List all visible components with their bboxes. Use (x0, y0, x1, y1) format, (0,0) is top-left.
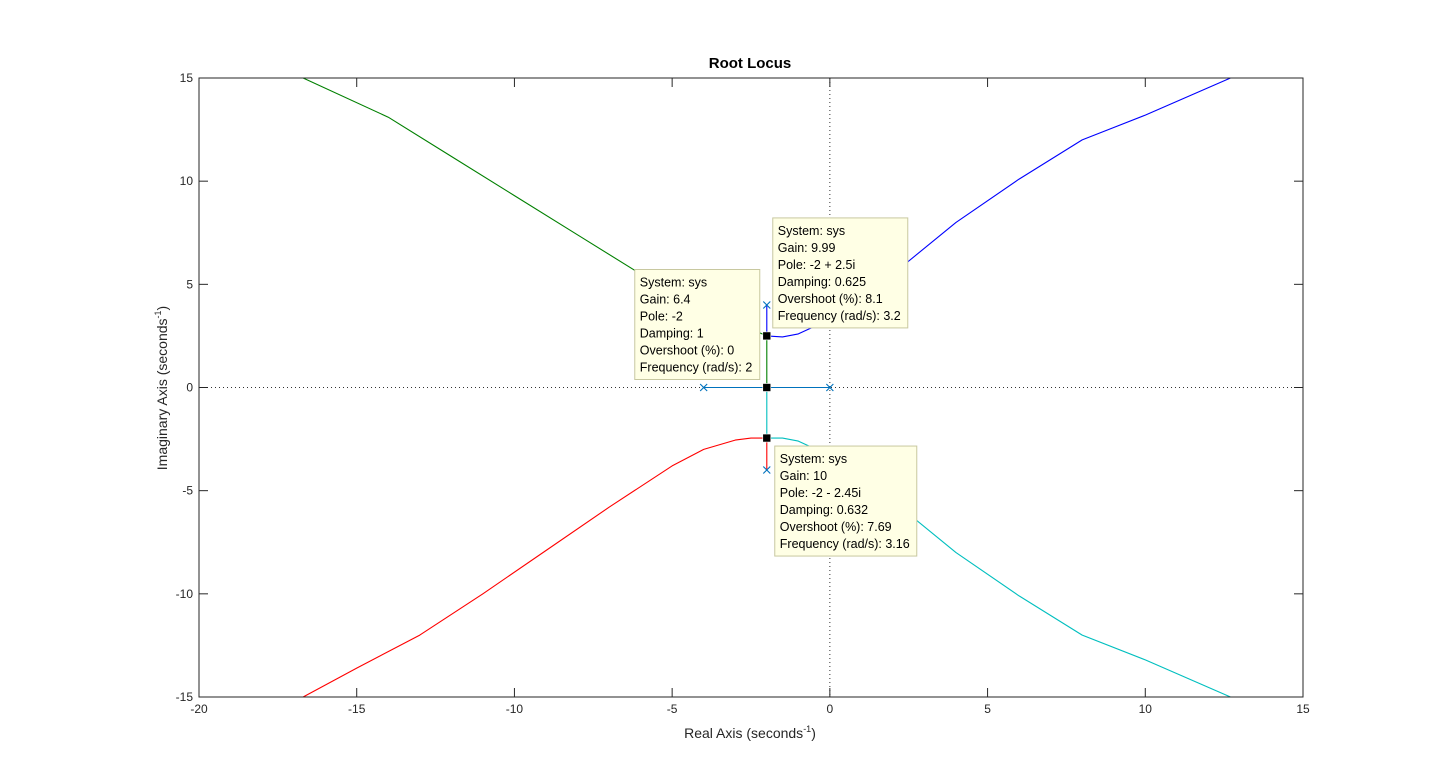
datatip-marker-1 (762, 331, 772, 341)
datatip-background (634, 269, 761, 380)
datatip-box-2: System: sys Gain: 6.4 Pole: -2 Damping: 1 Ov… (634, 269, 761, 380)
datatip-line: Gain: 10 (780, 469, 827, 483)
x-axis-label: Real Axis (seconds-1) (684, 724, 816, 741)
x-tick-label: 10 (1139, 702, 1153, 716)
x-tick-label: -15 (348, 702, 366, 716)
pole-marker-2 (825, 383, 834, 392)
datatips: System: sys Gain: 9.99 Pole: -2 + 2.5i Damp… (634, 217, 918, 557)
locus-branch-3 (302, 437, 768, 698)
chart-title: Root Locus (709, 55, 792, 72)
datatip-line: Overshoot (%): 8.1 (778, 292, 883, 306)
datatip-line: Frequency (rad/s): 3.16 (780, 537, 910, 551)
y-tick-label: 15 (180, 71, 194, 85)
datatip-line: System: sys (778, 224, 845, 238)
datatip-line: Overshoot (%): 0 (640, 344, 735, 358)
x-tick-label: -5 (667, 702, 678, 716)
datatip-line: System: sys (640, 276, 707, 290)
datatip-line: Pole: -2 + 2.5i (778, 258, 855, 272)
datatip-line: Frequency (rad/s): 2 (640, 361, 753, 375)
y-tick-label: 10 (180, 174, 194, 188)
datatip-markers (762, 331, 772, 443)
y-tick-label: 5 (186, 277, 193, 291)
datatip-marker-3 (762, 433, 772, 443)
x-tick-label: 15 (1296, 702, 1310, 716)
datatip-line: Damping: 0.632 (780, 503, 868, 517)
pole-marker-4 (762, 466, 771, 474)
datatip-line: Gain: 6.4 (640, 293, 691, 307)
datatip-box-1: System: sys Gain: 9.99 Pole: -2 + 2.5i Damp… (772, 217, 909, 329)
datatip-box-3: System: sys Gain: 10 Pole: -2 - 2.45i Dampi… (774, 445, 918, 557)
datatip-line: Pole: -2 (640, 310, 683, 324)
pole-marker-1 (699, 383, 708, 392)
open-loop-poles (699, 301, 834, 474)
x-tick-label: -20 (190, 702, 208, 716)
datatip-marker-2 (762, 383, 772, 392)
y-tick-label: -15 (176, 690, 194, 704)
y-tick-label: -10 (176, 587, 194, 601)
y-tick-label: 0 (186, 381, 193, 395)
datatip-background (774, 445, 918, 557)
datatip-line: Damping: 1 (640, 327, 704, 341)
plot-axes (198, 77, 1304, 698)
x-tick-label: -10 (506, 702, 524, 716)
datatip-line: Pole: -2 - 2.45i (780, 486, 861, 500)
datatip-line: Overshoot (%): 7.69 (780, 520, 892, 534)
pole-marker-3 (762, 301, 771, 309)
datatip-line: Damping: 0.625 (778, 275, 866, 289)
y-tick-label: -5 (182, 484, 193, 498)
datatip-line: Gain: 9.99 (778, 241, 836, 255)
datatip-background (772, 217, 909, 329)
x-tick-label: 5 (984, 702, 991, 716)
y-axis-label: Imaginary Axis (seconds-1) (153, 306, 170, 470)
datatip-line: Frequency (rad/s): 3.2 (778, 309, 901, 323)
datatip-line: System: sys (780, 452, 847, 466)
x-tick-label: 0 (827, 702, 834, 716)
